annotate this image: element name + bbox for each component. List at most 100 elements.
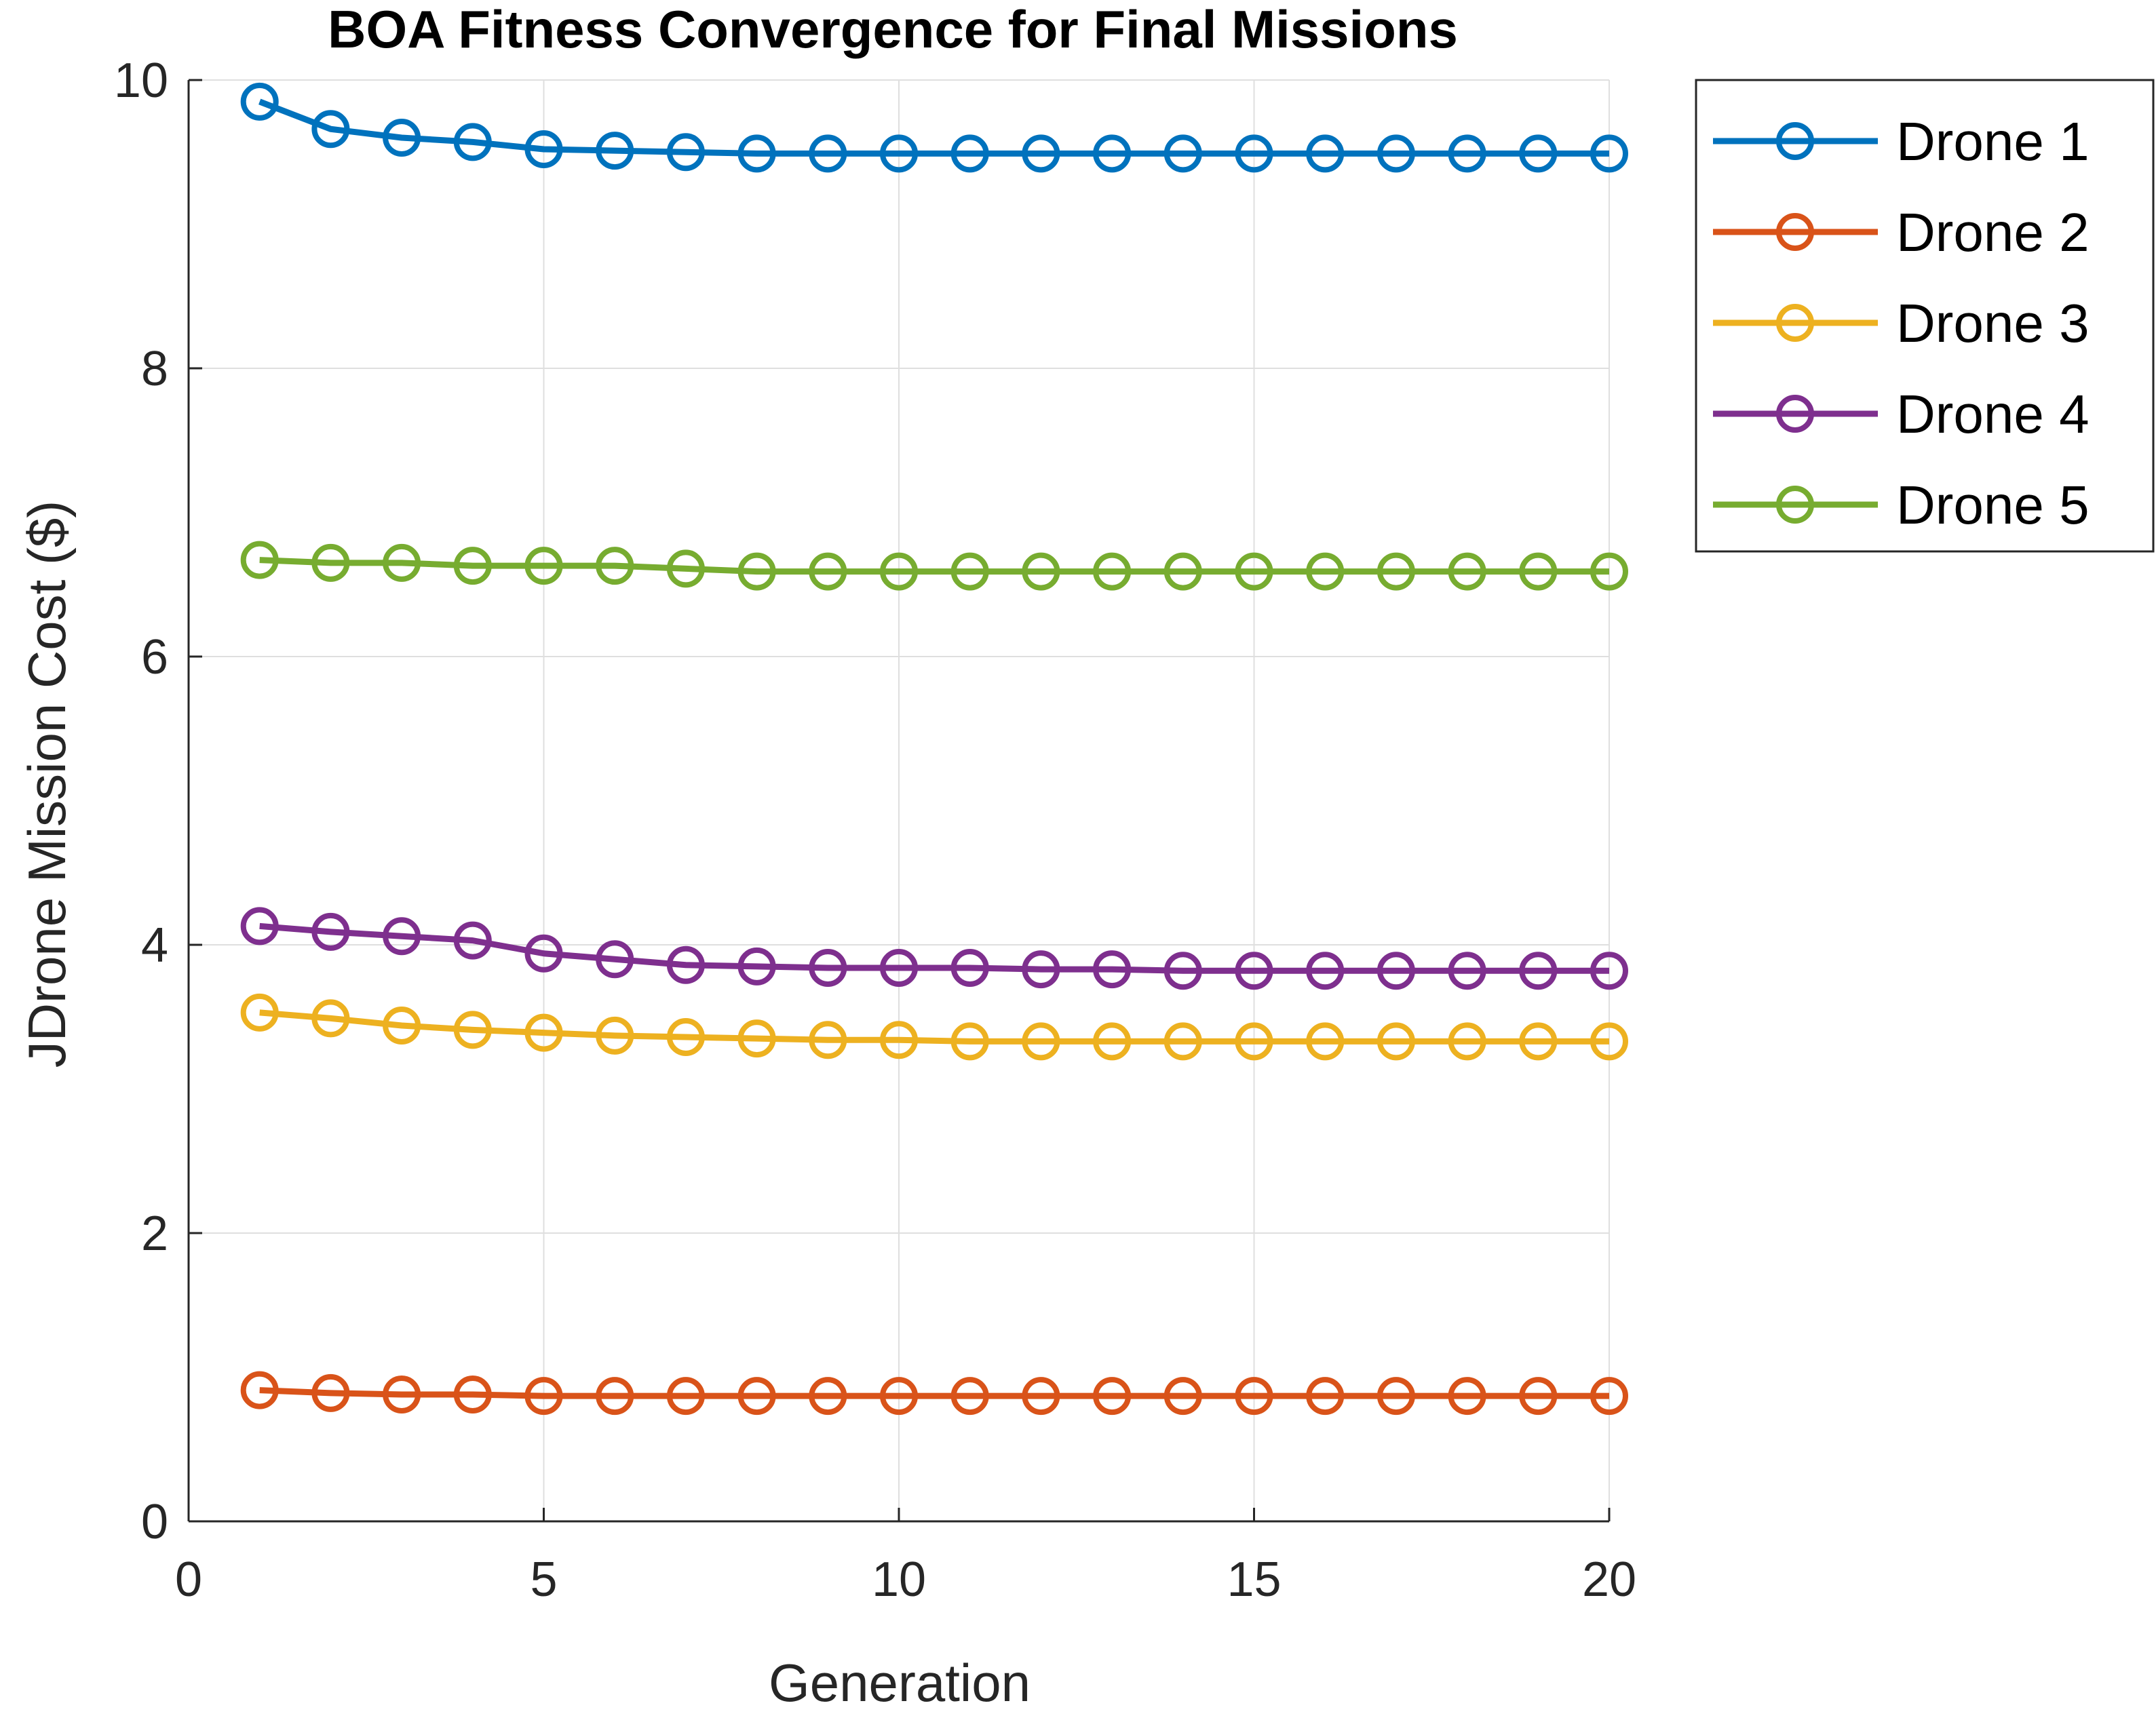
data-point (880, 949, 918, 987)
data-point (1163, 952, 1202, 990)
data-point (524, 1377, 563, 1416)
data-point (311, 110, 350, 149)
legend-entry: Drone 1 (1713, 111, 2090, 172)
data-point (1590, 134, 1628, 173)
data-point (311, 912, 350, 951)
data-point (311, 1373, 350, 1412)
data-point (1448, 1377, 1486, 1416)
data-point (1235, 1022, 1273, 1061)
data-point (1163, 134, 1202, 173)
data-point (737, 947, 776, 986)
axes (187, 79, 1611, 1523)
series-line (258, 98, 1609, 157)
data-point (809, 552, 847, 591)
data-point (809, 949, 847, 987)
data-point (240, 907, 279, 945)
data-point (1022, 1022, 1060, 1061)
data-point (1590, 1022, 1628, 1061)
data-point (1377, 952, 1415, 990)
y-tick-label: 6 (141, 630, 168, 684)
legend-label: Drone 2 (1896, 202, 2090, 262)
data-point (950, 1377, 989, 1416)
data-point (1306, 552, 1345, 591)
legend-marker (1776, 395, 1814, 433)
data-point (311, 999, 350, 1038)
series-5 (240, 541, 1628, 591)
y-tick-label: 10 (114, 54, 168, 108)
data-point (453, 921, 492, 960)
data-point (383, 917, 421, 956)
series-line (259, 922, 1609, 974)
x-axis-label: Generation (769, 1653, 1031, 1713)
legend-label: Drone 4 (1896, 384, 2090, 444)
data-point (1163, 552, 1202, 591)
data-point (596, 940, 634, 979)
data-point (809, 134, 847, 173)
data-point (737, 1377, 776, 1416)
data-point (1448, 1022, 1486, 1061)
data-point (453, 123, 492, 161)
data-point (950, 1022, 989, 1061)
legend-marker (1776, 304, 1814, 342)
data-point (383, 1376, 421, 1413)
data-point (1022, 552, 1060, 591)
data-point (240, 1371, 279, 1409)
data-point (666, 549, 705, 588)
data-point (383, 1007, 421, 1045)
data-point (1022, 1377, 1060, 1416)
legend: Drone 1 Drone 2 Drone 3 Drone 4 Drone 5 (1695, 79, 2155, 553)
y-axis-label: JDrone Mission Cost ($) (17, 501, 77, 1068)
data-point (666, 945, 705, 984)
series-1 (240, 82, 1628, 173)
data-point (950, 552, 989, 591)
data-point (1519, 552, 1558, 591)
data-point (1519, 134, 1558, 173)
data-point (1235, 952, 1273, 990)
data-point (666, 1018, 705, 1056)
data-point (880, 552, 918, 591)
data-point (524, 547, 563, 585)
data-point (1093, 950, 1132, 989)
data-point (1235, 1377, 1273, 1416)
data-point (596, 132, 634, 170)
data-point (1163, 1377, 1202, 1416)
data-point (1519, 952, 1558, 990)
data-point (1448, 134, 1486, 173)
data-point (1377, 1377, 1415, 1416)
data-point (596, 1016, 634, 1055)
data-point (1093, 1377, 1132, 1416)
tick-labels: 0 5 10 15 20 0 2 4 6 8 10 (114, 54, 1636, 1607)
data-point (880, 1377, 918, 1416)
data-point (737, 1019, 776, 1058)
data-point (524, 934, 563, 973)
legend-label: Drone 5 (1896, 475, 2090, 535)
data-point (950, 949, 989, 987)
data-point (453, 1011, 492, 1049)
data-point (1590, 552, 1628, 591)
data-point (1306, 134, 1345, 173)
data-point (1235, 134, 1273, 173)
data-point (383, 543, 421, 582)
x-tick-label: 10 (872, 1553, 926, 1607)
series-4 (240, 907, 1628, 990)
data-point (1448, 552, 1486, 591)
legend-entry: Drone 2 (1713, 202, 2090, 262)
x-tick-label: 5 (530, 1553, 557, 1607)
data-point (311, 543, 350, 582)
data-point (1448, 952, 1486, 990)
chart-title: BOA Fitness Convergence for Final Missio… (328, 0, 1458, 59)
data-point (1093, 134, 1132, 173)
data-point (1590, 952, 1628, 990)
data-point (1235, 552, 1273, 591)
x-tick-label: 20 (1582, 1553, 1636, 1607)
data-point (1022, 134, 1060, 173)
plot-series (240, 82, 1628, 1416)
legend-entry: Drone 4 (1713, 384, 2090, 444)
data-point (596, 1377, 634, 1416)
data-point (1306, 1377, 1345, 1416)
data-point (1093, 1022, 1132, 1061)
data-point (240, 541, 279, 579)
series-3 (240, 993, 1628, 1061)
legend-label: Drone 1 (1896, 111, 2090, 172)
